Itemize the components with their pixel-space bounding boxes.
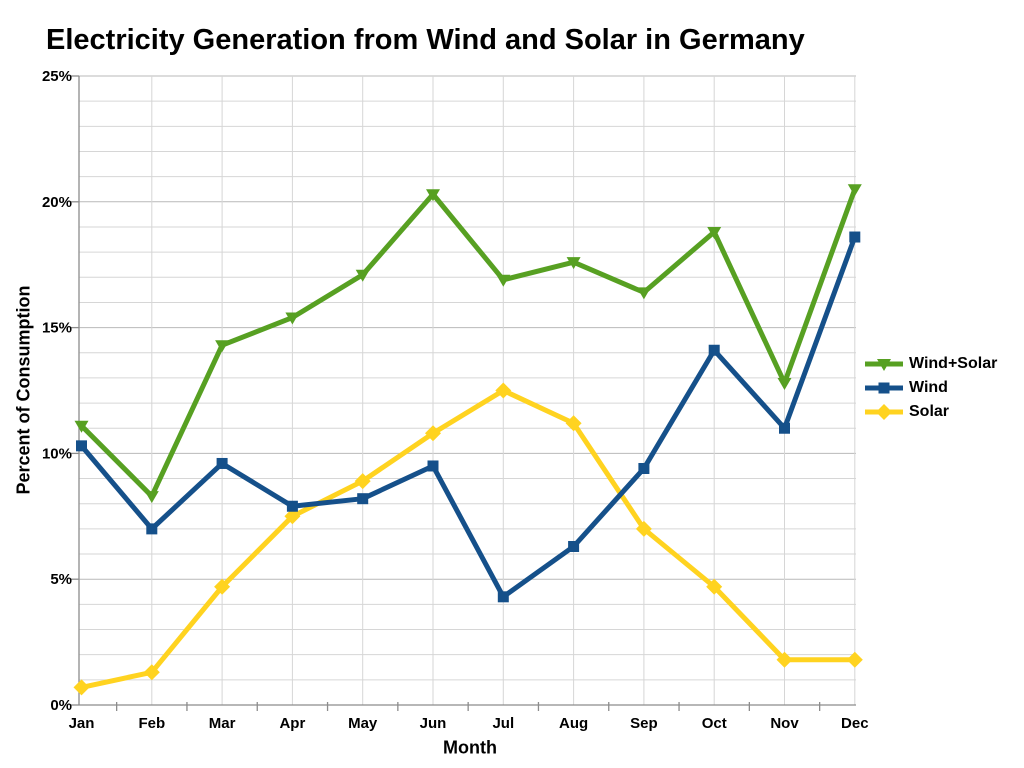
marker-wind-jan xyxy=(76,440,87,452)
marker-wind-solar-nov xyxy=(777,377,792,390)
series-line-wind-solar xyxy=(79,188,858,499)
y-tick-label-20: 20% xyxy=(42,194,72,211)
marker-wind-solar-dec xyxy=(847,184,862,197)
marker-solar-apr xyxy=(284,508,301,525)
marker-solar-jun xyxy=(425,425,441,442)
legend-marker-solar xyxy=(865,404,903,420)
legend-item-wind: Wind xyxy=(864,376,997,400)
marker-wind-jun xyxy=(427,460,439,472)
x-axis-title: Month xyxy=(443,737,497,758)
y-tick-label-5: 5% xyxy=(50,571,72,588)
marker-wind-solar-sep xyxy=(636,287,651,300)
marker-wind-aug xyxy=(568,540,580,552)
legend-item-solar: Solar xyxy=(864,400,997,424)
month-label-jan: Jan xyxy=(69,715,95,732)
month-label-sep: Sep xyxy=(630,715,658,732)
marker-wind-oct xyxy=(708,344,720,356)
y-tick-label-25: 25% xyxy=(42,68,72,85)
marker-wind-solar-jun xyxy=(426,189,440,202)
marker-solar-may xyxy=(354,473,371,490)
legend-marker-shape-wind xyxy=(878,382,890,394)
legend-label-solar: Solar xyxy=(909,403,950,420)
marker-wind-nov xyxy=(779,422,790,434)
legend-marker-shape-wind-solar xyxy=(877,359,891,371)
marker-wind-mar xyxy=(216,457,228,469)
marker-solar-jul xyxy=(495,382,512,399)
series-wind xyxy=(76,231,861,603)
marker-wind-solar-may xyxy=(355,269,370,282)
chart-title: Electricity Generation from Wind and Sol… xyxy=(46,24,805,56)
marker-wind-solar-apr xyxy=(285,312,300,325)
series-line-solar xyxy=(80,388,855,690)
month-label-may: May xyxy=(348,715,378,732)
legend-item-wind-solar: Wind+Solar xyxy=(864,352,997,376)
month-label-jun: Jun xyxy=(420,715,447,732)
marker-solar-jan xyxy=(73,679,90,696)
month-label-dec: Dec xyxy=(841,715,869,732)
month-label-nov: Nov xyxy=(770,715,799,732)
marker-solar-dec xyxy=(846,651,863,668)
y-tick-label-15: 15% xyxy=(42,320,72,337)
marker-wind-jul xyxy=(497,591,509,603)
marker-wind-dec xyxy=(849,231,861,243)
marker-wind-apr xyxy=(286,500,298,512)
y-tick-label-0: 0% xyxy=(50,697,72,714)
month-label-oct: Oct xyxy=(702,715,727,732)
legend: Wind+Solar Wind Solar xyxy=(864,352,997,424)
marker-wind-may xyxy=(357,493,369,505)
series-solar xyxy=(73,382,863,696)
marker-wind-solar-feb xyxy=(144,491,159,504)
marker-wind-solar-aug xyxy=(566,257,581,270)
marker-solar-oct xyxy=(706,578,723,595)
marker-wind-sep xyxy=(638,462,650,474)
month-label-mar: Mar xyxy=(209,715,236,732)
marker-wind-solar-jul xyxy=(496,274,511,287)
legend-label-wind: Wind xyxy=(909,379,948,396)
month-label-feb: Feb xyxy=(138,715,165,732)
marker-solar-feb xyxy=(143,664,160,681)
marker-wind-solar-mar xyxy=(215,340,230,353)
series-line-wind xyxy=(79,236,858,600)
legend-label-wind-solar: Wind+Solar xyxy=(909,355,998,372)
marker-wind-solar-oct xyxy=(707,226,722,239)
legend-marker-shape-solar xyxy=(876,404,892,420)
y-tick-label-10: 10% xyxy=(42,445,72,462)
month-label-aug: Aug xyxy=(559,715,588,732)
month-label-jul: Jul xyxy=(492,715,514,732)
marker-solar-nov xyxy=(776,651,793,668)
marker-solar-aug xyxy=(565,415,582,432)
legend-marker-wind xyxy=(865,382,903,394)
month-label-apr: Apr xyxy=(279,715,305,732)
marker-wind-feb xyxy=(146,523,158,535)
marker-solar-mar xyxy=(214,578,231,595)
marker-solar-sep xyxy=(635,520,652,537)
marker-wind-solar-jan xyxy=(74,420,89,433)
series-wind-solar xyxy=(74,184,862,504)
legend-marker-wind-solar xyxy=(865,359,903,371)
